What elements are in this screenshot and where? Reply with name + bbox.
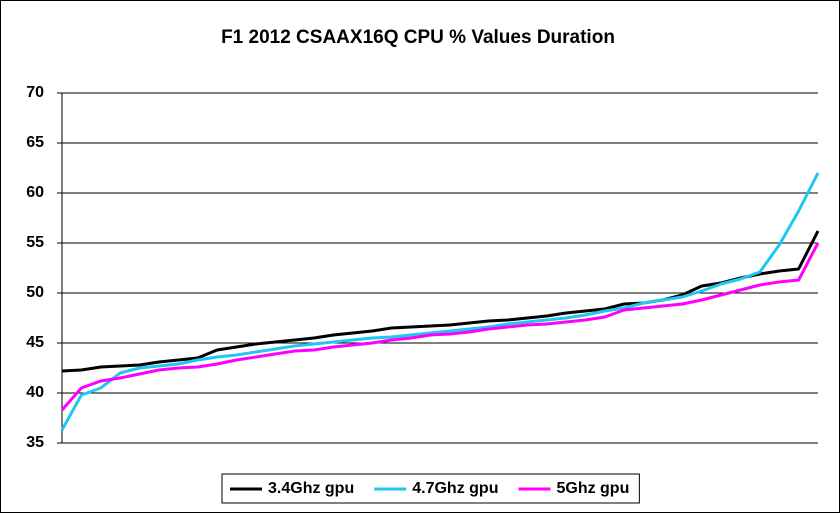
- series-line: [60, 172, 820, 431]
- y-tick-label: 65: [26, 134, 44, 151]
- y-tick-label: 55: [26, 234, 44, 251]
- y-tick-label: 70: [26, 84, 44, 101]
- y-tick-label: 60: [26, 184, 44, 201]
- legend-label: 4.7Ghz gpu: [412, 480, 498, 497]
- legend: 3.4Ghz gpu 4.7Ghz gpu 5Ghz gpu: [221, 473, 640, 504]
- legend-label: 5Ghz gpu: [556, 480, 629, 497]
- y-tick-label: 50: [26, 284, 44, 301]
- series-line: [61, 230, 820, 373]
- legend-label: 3.4Ghz gpu: [268, 480, 354, 497]
- legend-box: [221, 473, 640, 504]
- chart-title: F1 2012 CSAAX16Q CPU % Values Duration: [221, 27, 615, 48]
- y-tick-label: 40: [26, 384, 44, 401]
- y-tick-label: 45: [26, 334, 44, 351]
- y-tick-label: 35: [26, 434, 44, 451]
- series-line: [60, 242, 820, 411]
